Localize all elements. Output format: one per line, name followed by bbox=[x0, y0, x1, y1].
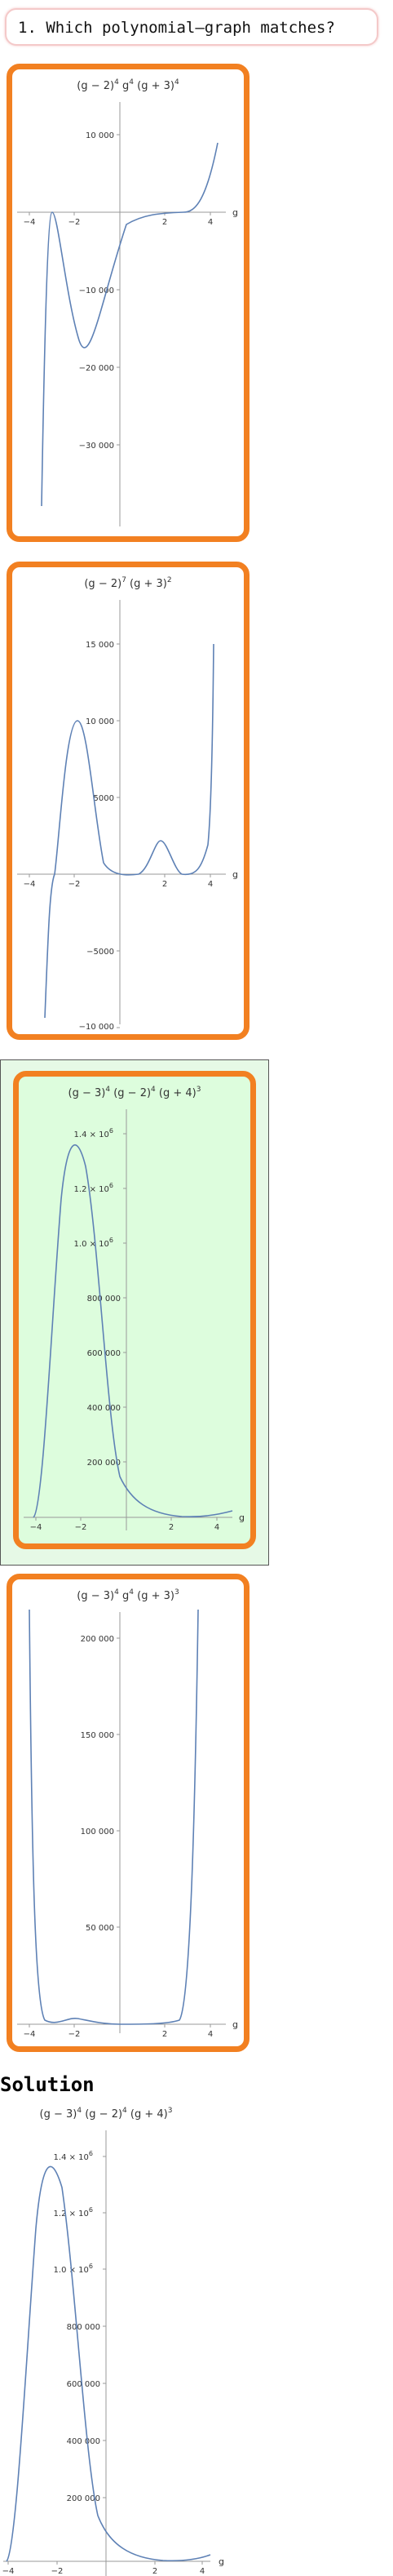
x-axis-label: g bbox=[239, 1512, 245, 1523]
solution-heading: Solution bbox=[0, 2073, 95, 2096]
solution-plot: (g − 3)4 (g − 2)4 (g + 4)3 1.4 × 106 1.2… bbox=[2, 2107, 224, 2576]
x-tick-label: −2 bbox=[68, 880, 81, 889]
x-tick-label: −4 bbox=[2, 2567, 15, 2576]
x-axis-label: g bbox=[232, 207, 238, 218]
plot-title: (g − 3)4 (g − 2)4 (g + 4)3 bbox=[68, 1086, 201, 1099]
plot-title: (g − 3)4 g4 (g + 3)3 bbox=[77, 1588, 179, 1602]
x-tick-label: 4 bbox=[214, 1523, 219, 1532]
x-tick-label: −4 bbox=[24, 880, 36, 889]
x-tick-label: 2 bbox=[162, 218, 167, 227]
y-tick-label: 150 000 bbox=[81, 1731, 114, 1740]
x-axis-label: g bbox=[232, 869, 238, 880]
y-tick-label: 200 000 bbox=[67, 2494, 100, 2503]
curve bbox=[29, 1609, 199, 2025]
solution-plot-container: (g − 3)4 (g − 2)4 (g + 4)3 1.4 × 106 1.2… bbox=[0, 2098, 245, 2576]
plot-title: (g − 3)4 (g − 2)4 (g + 4)3 bbox=[40, 2107, 173, 2121]
y-tick-label: 200 000 bbox=[87, 1459, 121, 1468]
y-tick-label: −5000 bbox=[86, 948, 114, 957]
y-tick-label: 400 000 bbox=[87, 1404, 121, 1413]
curve bbox=[44, 643, 214, 1019]
y-tick-label: −10 000 bbox=[79, 286, 114, 295]
x-tick-label: −4 bbox=[24, 218, 36, 227]
x-axis-label: g bbox=[232, 2019, 238, 2030]
y-tick-label: 1.2 × 106 bbox=[74, 1182, 113, 1194]
plot-a: (g − 2)4 g4 (g + 3)4 10 000 −10 000 −20 … bbox=[17, 78, 238, 526]
x-tick-label: −2 bbox=[68, 218, 81, 227]
choice-c[interactable]: (g − 3)4 (g − 2)4 (g + 4)3 1.4 × 106 1.2… bbox=[13, 1071, 256, 1549]
y-tick-label: 5000 bbox=[94, 794, 114, 803]
y-tick-label: 1.2 × 106 bbox=[54, 2206, 93, 2218]
plot-d: (g − 3)4 g4 (g + 3)3 200 000 150 000 100… bbox=[17, 1588, 238, 2039]
y-tick-label: 600 000 bbox=[67, 2380, 100, 2389]
choice-d[interactable]: (g − 3)4 g4 (g + 3)3 200 000 150 000 100… bbox=[7, 1574, 249, 2052]
y-tick-label: 800 000 bbox=[67, 2323, 100, 2332]
y-tick-label: −20 000 bbox=[79, 364, 114, 373]
plot-c: (g − 3)4 (g − 2)4 (g + 4)3 1.4 × 106 1.2… bbox=[24, 1086, 245, 1532]
question-box: 1. Which polynomial–graph matches? bbox=[5, 8, 378, 46]
curve bbox=[33, 1144, 233, 1518]
choice-a[interactable]: (g − 2)4 g4 (g + 3)4 10 000 −10 000 −20 … bbox=[7, 64, 249, 542]
x-tick-label: 4 bbox=[208, 880, 213, 889]
y-tick-label: 400 000 bbox=[67, 2437, 100, 2446]
curve bbox=[41, 142, 219, 507]
curve bbox=[6, 2165, 211, 2562]
x-tick-label: −2 bbox=[75, 1523, 87, 1532]
y-tick-label: 10 000 bbox=[86, 717, 114, 726]
plot-b: (g − 2)7 (g + 3)2 15 000 10 000 5000 −50… bbox=[17, 576, 238, 1032]
x-tick-label: −4 bbox=[30, 1523, 42, 1532]
y-tick-label: 100 000 bbox=[81, 1828, 114, 1837]
x-tick-label: 2 bbox=[162, 880, 167, 889]
x-tick-label: 4 bbox=[200, 2567, 205, 2576]
y-tick-label: 1.4 × 106 bbox=[54, 2150, 93, 2162]
question-text: 1. Which polynomial–graph matches? bbox=[18, 19, 335, 37]
y-tick-label: 600 000 bbox=[87, 1349, 121, 1358]
plot-title: (g − 2)4 g4 (g + 3)4 bbox=[77, 78, 179, 92]
y-tick-label: 200 000 bbox=[81, 1635, 114, 1644]
y-tick-label: 10 000 bbox=[86, 131, 114, 140]
y-tick-label: 1.4 × 106 bbox=[74, 1127, 113, 1139]
y-tick-label: 15 000 bbox=[86, 641, 114, 650]
y-tick-label: 800 000 bbox=[87, 1295, 121, 1304]
x-tick-label: 2 bbox=[169, 1523, 174, 1532]
y-tick-label: 1.0 × 106 bbox=[54, 2263, 93, 2275]
y-tick-label: −30 000 bbox=[79, 442, 114, 451]
x-tick-label: −2 bbox=[51, 2567, 64, 2576]
plot-title: (g − 2)7 (g + 3)2 bbox=[84, 576, 171, 590]
x-tick-label: 2 bbox=[152, 2567, 157, 2576]
x-tick-label: 4 bbox=[208, 218, 213, 227]
x-tick-label: −4 bbox=[24, 2030, 36, 2039]
x-tick-label: 4 bbox=[208, 2030, 213, 2039]
y-tick-label: 1.0 × 106 bbox=[74, 1237, 113, 1249]
choice-b[interactable]: (g − 2)7 (g + 3)2 15 000 10 000 5000 −50… bbox=[7, 562, 249, 1040]
x-tick-label: −2 bbox=[68, 2030, 81, 2039]
x-axis-label: g bbox=[219, 2556, 224, 2567]
x-tick-label: 2 bbox=[162, 2030, 167, 2039]
y-tick-label: −10 000 bbox=[79, 1023, 114, 1032]
y-tick-label: 50 000 bbox=[86, 1924, 114, 1933]
